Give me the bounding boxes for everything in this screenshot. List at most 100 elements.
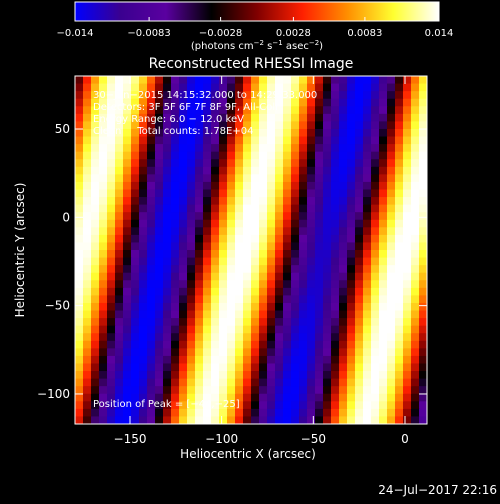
- heatmap-cell: [147, 189, 156, 198]
- heatmap-cell: [235, 212, 244, 221]
- heatmap-cell: [403, 121, 412, 130]
- heatmap-cell: [411, 166, 420, 175]
- heatmap-cell: [379, 106, 388, 115]
- heatmap-cell: [291, 355, 300, 365]
- heatmap-cell: [395, 128, 404, 138]
- heatmap-cell: [203, 98, 212, 107]
- heatmap-cell: [323, 333, 332, 342]
- heatmap-cell: [123, 128, 132, 138]
- heatmap-cell: [411, 340, 420, 349]
- heatmap-cell: [379, 355, 388, 365]
- heatmap-cell: [339, 136, 348, 145]
- heatmap-cell: [99, 287, 108, 296]
- heatmap-cell: [75, 181, 84, 191]
- heatmap-cell: [235, 333, 244, 342]
- heatmap-cell: [371, 250, 380, 259]
- heatmap-cell: [203, 204, 212, 213]
- heatmap-cell: [419, 121, 427, 130]
- heatmap-cell: [203, 227, 212, 236]
- heatmap-cell: [107, 136, 116, 145]
- heatmap-cell: [115, 333, 124, 342]
- heatmap-cell: [227, 340, 236, 349]
- heatmap-cell: [267, 355, 276, 365]
- heatmap-cell: [275, 242, 284, 251]
- heatmap-cell: [275, 166, 284, 175]
- heatmap-cell: [235, 83, 244, 92]
- heatmap-cell: [283, 348, 292, 357]
- heatmap-cell: [307, 121, 316, 130]
- heatmap-cell: [291, 189, 300, 198]
- heatmap-cell: [219, 136, 228, 145]
- heatmap-cell: [419, 189, 427, 198]
- heatmap-cell: [155, 265, 164, 274]
- heatmap-cell: [243, 204, 252, 213]
- heatmap-cell: [315, 302, 324, 312]
- heatmap-cell: [387, 121, 396, 130]
- heatmap-cell: [251, 197, 260, 206]
- heatmap-cell: [203, 333, 212, 342]
- heatmap-cell: [371, 98, 380, 107]
- heatmap-cell: [299, 197, 308, 206]
- heatmap-cell: [155, 302, 164, 312]
- heatmap-cell: [323, 197, 332, 206]
- heatmap-cell: [235, 166, 244, 175]
- heatmap-cell: [251, 295, 260, 304]
- heatmap-cell: [275, 121, 284, 130]
- heatmap-cell: [227, 257, 236, 266]
- heatmap-cell: [403, 76, 412, 85]
- heatmap-cell: [211, 136, 220, 145]
- heatmap-cell: [419, 371, 427, 380]
- heatmap-cell: [107, 355, 116, 365]
- heatmap-cell: [363, 348, 372, 357]
- heatmap-cell: [419, 151, 427, 160]
- heatmap-cell: [227, 265, 236, 274]
- heatmap-cell: [211, 91, 220, 100]
- heatmap-cell: [307, 234, 316, 244]
- heatmap-cell: [187, 355, 196, 365]
- heatmap-cell: [131, 265, 140, 274]
- heatmap-cell: [379, 265, 388, 274]
- heatmap-cell: [91, 295, 100, 304]
- heatmap-cell: [331, 272, 340, 281]
- heatmap-cell: [227, 363, 236, 372]
- heatmap-cell: [259, 136, 268, 145]
- heatmap-cell: [171, 280, 180, 289]
- heatmap-cell: [267, 113, 276, 122]
- heatmap-cell: [115, 310, 124, 319]
- heatmap-cell: [211, 151, 220, 160]
- heatmap-cell: [331, 166, 340, 175]
- detectors-text: Detectors: 3F 5F 6F 7F 8F 9F, All-Coll: [93, 102, 278, 113]
- heatmap-cell: [139, 212, 148, 221]
- heatmap-cell: [211, 257, 220, 266]
- heatmap-cell: [107, 386, 116, 395]
- heatmap-cell: [363, 393, 372, 402]
- heatmap-cell: [99, 121, 108, 130]
- heatmap-cell: [419, 348, 427, 357]
- heatmap-cell: [307, 348, 316, 357]
- heatmap-cell: [99, 106, 108, 115]
- heatmap-cell: [75, 250, 84, 259]
- heatmap-cell: [411, 363, 420, 372]
- heatmap-cell: [387, 416, 396, 424]
- heatmap-cell: [171, 416, 180, 424]
- heatmap-cell: [323, 378, 332, 387]
- heatmap-cell: [251, 189, 260, 198]
- heatmap-cell: [139, 272, 148, 281]
- heatmap-cell: [347, 159, 356, 168]
- heatmap-cell: [219, 340, 228, 349]
- heatmap-cell: [195, 128, 204, 138]
- heatmap-cell: [275, 106, 284, 115]
- heatmap-cell: [107, 371, 116, 380]
- heatmap-cell: [299, 257, 308, 266]
- heatmap-cell: [315, 363, 324, 372]
- heatmap-cell: [203, 325, 212, 334]
- heatmap-cell: [363, 242, 372, 251]
- heatmap-cell: [171, 265, 180, 274]
- heatmap-cell: [419, 272, 427, 281]
- heatmap-cell: [331, 151, 340, 160]
- heatmap-cell: [411, 113, 420, 122]
- heatmap-cell: [203, 257, 212, 266]
- heatmap-cell: [315, 76, 324, 85]
- heatmap-cell: [259, 189, 268, 198]
- heatmap-cell: [179, 174, 188, 183]
